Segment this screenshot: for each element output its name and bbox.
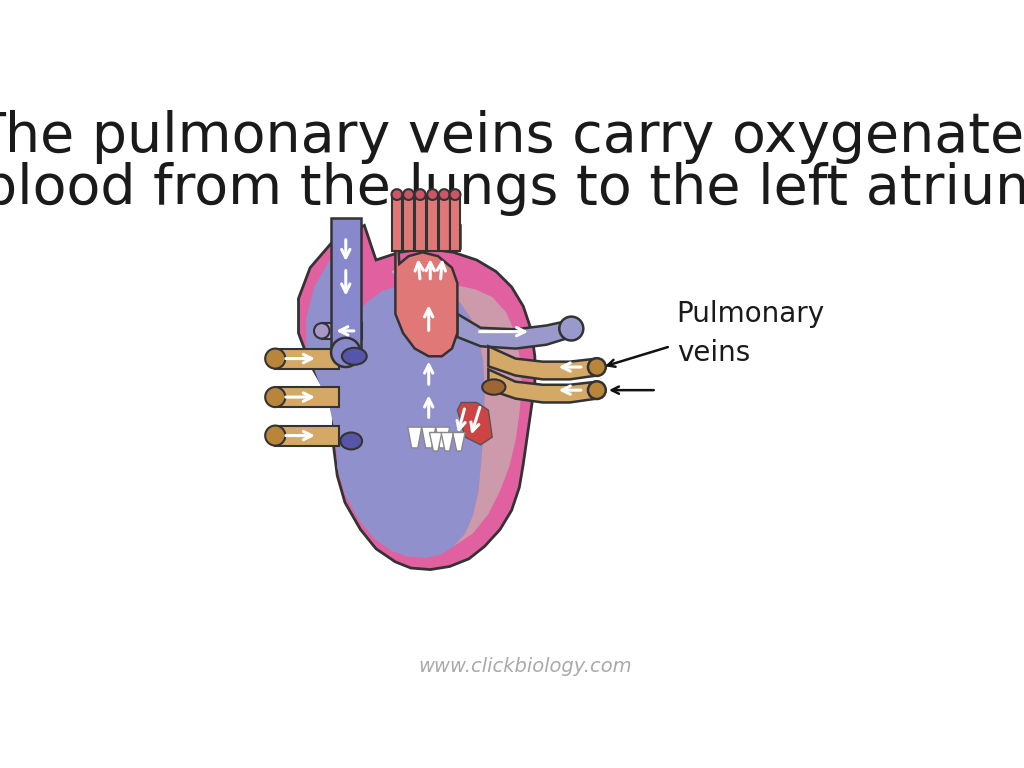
Polygon shape <box>415 194 426 251</box>
Circle shape <box>559 316 584 340</box>
Polygon shape <box>435 427 450 448</box>
Polygon shape <box>422 427 435 448</box>
Ellipse shape <box>342 348 367 365</box>
Circle shape <box>415 189 426 200</box>
Polygon shape <box>427 194 438 251</box>
Circle shape <box>588 381 606 399</box>
Polygon shape <box>275 349 339 369</box>
Circle shape <box>265 425 286 445</box>
Polygon shape <box>322 323 362 339</box>
Polygon shape <box>441 432 454 451</box>
Text: blood from the lungs to the left atrium: blood from the lungs to the left atrium <box>0 162 1024 216</box>
Circle shape <box>331 338 360 367</box>
Circle shape <box>438 189 450 200</box>
Polygon shape <box>391 194 402 251</box>
Polygon shape <box>391 264 454 291</box>
Polygon shape <box>450 194 461 251</box>
Circle shape <box>450 189 461 200</box>
Ellipse shape <box>340 432 362 449</box>
Text: www.clickbiology.com: www.clickbiology.com <box>418 657 632 676</box>
Circle shape <box>403 189 414 200</box>
Polygon shape <box>299 225 535 570</box>
Polygon shape <box>458 314 571 349</box>
Text: Pulmonary
veins: Pulmonary veins <box>677 300 824 366</box>
Polygon shape <box>488 369 597 402</box>
Text: The pulmonary veins carry oxygenated: The pulmonary veins carry oxygenated <box>0 110 1024 164</box>
Circle shape <box>265 349 286 369</box>
Circle shape <box>265 387 286 407</box>
Polygon shape <box>306 245 484 558</box>
Circle shape <box>314 323 330 339</box>
Polygon shape <box>458 402 493 445</box>
Circle shape <box>391 189 402 200</box>
Polygon shape <box>453 432 465 451</box>
Polygon shape <box>429 432 442 451</box>
Polygon shape <box>438 194 450 251</box>
Polygon shape <box>331 217 360 353</box>
Polygon shape <box>275 387 339 407</box>
Polygon shape <box>430 285 521 547</box>
Polygon shape <box>408 427 422 448</box>
Circle shape <box>427 189 438 200</box>
Circle shape <box>588 358 606 376</box>
Ellipse shape <box>482 379 506 395</box>
Polygon shape <box>395 229 458 356</box>
Polygon shape <box>391 225 460 249</box>
Polygon shape <box>275 425 339 445</box>
Polygon shape <box>488 346 597 379</box>
Polygon shape <box>403 194 414 251</box>
